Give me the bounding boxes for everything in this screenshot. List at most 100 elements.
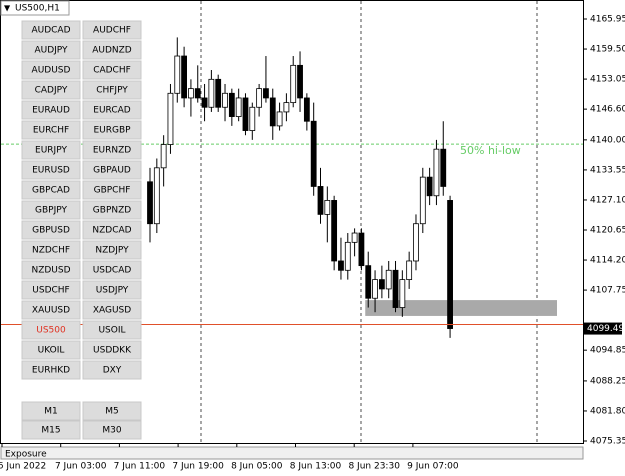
timeframe-button-label[interactable]: M5 (105, 407, 119, 417)
symbol-button[interactable] (21, 280, 81, 300)
symbol-button[interactable] (82, 60, 142, 80)
symbol-button[interactable] (21, 320, 81, 340)
symbol-button[interactable] (82, 280, 142, 300)
symbol-button[interactable] (82, 340, 142, 360)
symbol-button-label[interactable]: NZDCAD (92, 226, 131, 236)
symbol-button[interactable] (21, 200, 81, 220)
symbol-button-label[interactable]: USDJPY (96, 286, 129, 296)
symbol-button[interactable] (21, 140, 81, 160)
symbol-button-label[interactable]: NZDCHF (32, 246, 70, 256)
symbol-label: US500,H1 (15, 4, 60, 14)
symbol-button[interactable] (21, 160, 81, 180)
symbol-button[interactable] (82, 240, 142, 260)
candle-body (372, 279, 378, 299)
symbol-button-label[interactable]: EURJPY (35, 146, 67, 156)
symbol-button-label[interactable]: XAGUSD (93, 306, 131, 316)
symbol-button-label[interactable]: EURUSD (32, 166, 70, 176)
footer-tab[interactable]: Exposure (5, 450, 47, 460)
candle-body (269, 97, 276, 127)
symbol-button-label[interactable]: EURCAD (93, 106, 131, 116)
y-tick-label: 4165.95 (590, 15, 625, 25)
symbol-button-label[interactable]: AUDCHF (93, 26, 131, 36)
symbol-button-label[interactable]: NZDUSD (31, 266, 70, 276)
candle-body (338, 260, 344, 271)
candle-body (201, 97, 208, 108)
symbol-button-label[interactable]: GBPCAD (32, 186, 70, 196)
symbol-button-label[interactable]: UKOIL (38, 346, 65, 356)
x-tick-label: 8 Jun 23:30 (348, 462, 400, 472)
timeframe-button[interactable] (21, 401, 81, 421)
symbol-button[interactable] (82, 80, 142, 100)
symbol-button[interactable] (82, 200, 142, 220)
symbol-button-label[interactable]: USOIL (98, 326, 125, 336)
symbol-button[interactable] (21, 220, 81, 240)
symbol-button[interactable] (82, 360, 142, 380)
timeframe-button-label[interactable]: M1 (44, 407, 58, 417)
symbol-button-label[interactable]: EURAUD (32, 106, 70, 116)
symbol-button-label[interactable]: XAUUSD (32, 306, 70, 316)
symbol-button[interactable] (82, 260, 142, 280)
symbol-button[interactable] (82, 20, 142, 40)
symbol-button[interactable] (21, 60, 81, 80)
symbol-button-label[interactable]: DXY (103, 366, 122, 376)
y-tick-label: 4107.75 (590, 286, 625, 296)
candle-body (290, 64, 297, 104)
symbol-button[interactable] (21, 20, 81, 40)
candle-body (235, 97, 242, 117)
symbol-button[interactable] (82, 120, 142, 140)
symbol-button-label[interactable]: AUDJPY (34, 46, 68, 56)
symbol-button[interactable] (21, 360, 81, 380)
x-tick-label: 7 Jun 03:00 (55, 462, 107, 472)
symbol-button[interactable] (21, 340, 81, 360)
candle-body (303, 97, 310, 122)
symbol-button-label[interactable]: EURNZD (93, 146, 131, 156)
symbol-button-label[interactable]: USDDKK (93, 346, 132, 356)
symbol-button[interactable] (82, 40, 142, 60)
plot-frame (0, 0, 584, 444)
symbol-button-label[interactable]: EURHKD (32, 366, 70, 376)
candle-body (167, 92, 174, 145)
symbol-button[interactable] (82, 220, 142, 240)
symbol-button-label[interactable]: US500 (36, 326, 66, 336)
symbol-button[interactable] (82, 100, 142, 120)
symbol-button-label[interactable]: AUDNZD (92, 46, 132, 56)
symbol-button-label[interactable]: CHFJPY (96, 86, 128, 96)
symbol-button-label[interactable]: GBPJPY (35, 206, 67, 216)
candle-body (228, 92, 235, 117)
symbol-button-label[interactable]: NZDJPY (95, 246, 129, 256)
symbol-button-label[interactable]: EURCHF (33, 126, 69, 136)
y-tick-label: 4120.65 (590, 226, 625, 236)
candle-body (174, 55, 181, 94)
symbol-button[interactable] (21, 80, 81, 100)
symbol-button[interactable] (21, 100, 81, 120)
symbol-button[interactable] (21, 120, 81, 140)
symbol-button[interactable] (82, 300, 142, 320)
candle-body (331, 200, 338, 262)
symbol-button[interactable] (82, 160, 142, 180)
symbol-button-label[interactable]: USDCHF (32, 286, 69, 296)
symbol-button[interactable] (82, 140, 142, 160)
timeframe-button-label[interactable]: M15 (41, 426, 60, 436)
symbol-button-label[interactable]: GBPNZD (93, 206, 131, 216)
symbol-button-label[interactable]: AUDCAD (31, 26, 70, 36)
timeframe-button[interactable] (82, 420, 142, 440)
timeframe-button[interactable] (82, 401, 142, 421)
symbol-button-label[interactable]: CADJPY (35, 86, 68, 96)
symbol-button-label[interactable]: GBPUSD (32, 226, 70, 236)
symbol-button[interactable] (82, 180, 142, 200)
symbol-button-label[interactable]: EURGBP (93, 126, 131, 136)
timeframe-button[interactable] (21, 420, 81, 440)
symbol-button-label[interactable]: GBPCHF (94, 186, 131, 196)
symbol-button[interactable] (21, 40, 81, 60)
symbol-button-label[interactable]: CADCHF (93, 66, 131, 76)
timeframe-button-label[interactable]: M30 (102, 426, 121, 436)
symbol-button[interactable] (21, 180, 81, 200)
symbol-button[interactable] (21, 240, 81, 260)
y-tick-label: 4146.60 (590, 105, 625, 115)
symbol-button[interactable] (21, 300, 81, 320)
symbol-button-label[interactable]: USDCAD (93, 266, 132, 276)
symbol-button[interactable] (82, 320, 142, 340)
symbol-button-label[interactable]: AUDUSD (32, 66, 71, 76)
symbol-button[interactable] (21, 260, 81, 280)
symbol-button-label[interactable]: GBPAUD (93, 166, 131, 176)
